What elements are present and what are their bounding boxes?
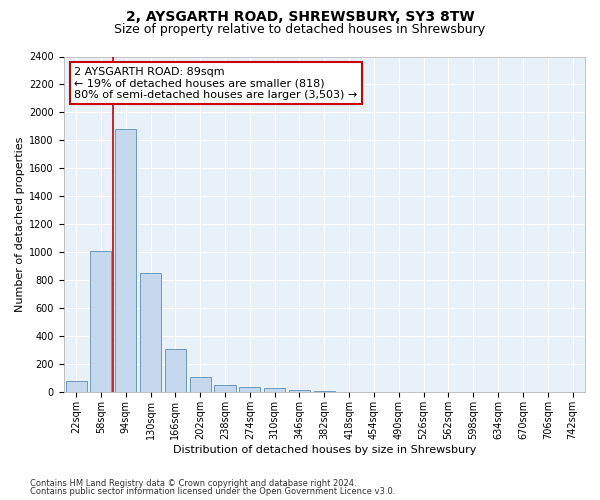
Text: 2, AYSGARTH ROAD, SHREWSBURY, SY3 8TW: 2, AYSGARTH ROAD, SHREWSBURY, SY3 8TW [125,10,475,24]
Bar [289,390,310,392]
Text: Size of property relative to detached houses in Shrewsbury: Size of property relative to detached ho… [115,22,485,36]
Bar [140,273,161,392]
Bar [165,349,186,393]
Bar [264,388,285,392]
Bar [91,251,112,392]
Text: Contains HM Land Registry data © Crown copyright and database right 2024.: Contains HM Land Registry data © Crown c… [30,478,356,488]
Text: Contains public sector information licensed under the Open Government Licence v3: Contains public sector information licen… [30,487,395,496]
Bar [239,387,260,392]
Bar [65,381,86,392]
Text: 2 AYSGARTH ROAD: 89sqm
← 19% of detached houses are smaller (818)
80% of semi-de: 2 AYSGARTH ROAD: 89sqm ← 19% of detached… [74,66,358,100]
Bar [115,130,136,392]
Bar [190,377,211,392]
X-axis label: Distribution of detached houses by size in Shrewsbury: Distribution of detached houses by size … [173,445,476,455]
Y-axis label: Number of detached properties: Number of detached properties [15,137,25,312]
Bar [314,391,335,392]
Bar [214,386,236,392]
